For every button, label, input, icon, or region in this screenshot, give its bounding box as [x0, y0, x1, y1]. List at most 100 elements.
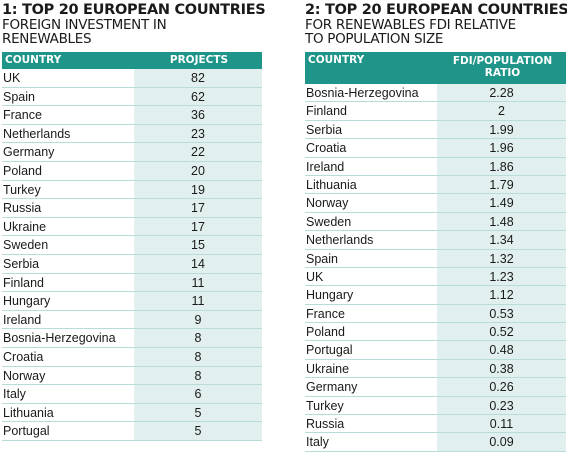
table-2-country-cell: Russia: [306, 417, 345, 432]
table-1-country-cell: Spain: [3, 89, 35, 104]
table-row: Hungary 11: [2, 292, 262, 311]
table-2-value-cell: 0.53: [437, 304, 566, 323]
table-2-value-cell: 1.12: [437, 286, 566, 304]
table-1-country-cell: Serbia: [3, 256, 40, 271]
table-2-country-cell: Ireland: [306, 159, 345, 174]
table-1-country-cell: Croatia: [3, 349, 44, 364]
table-row: Poland 20: [2, 161, 262, 181]
table-2-value-cell: 1.32: [437, 249, 566, 267]
table-row: UK 1.23: [305, 267, 566, 287]
table-row: Portugal 0.48: [305, 341, 566, 360]
table-1-country-cell: Norway: [3, 368, 46, 383]
table-1-country-cell: UK: [3, 71, 21, 85]
table-row: France 0.53: [305, 304, 566, 324]
table-1-value-cell: 14: [134, 254, 262, 273]
table-1-country-cell: Germany: [3, 145, 55, 160]
table-row: Netherlands 23: [2, 124, 262, 144]
table-1-subtitle-line-1: FOREIGN INVESTMENT IN: [2, 17, 167, 33]
table-1-value-cell: 82: [134, 69, 262, 87]
table-row: Netherlands 1.34: [305, 231, 566, 250]
table-2-country-cell: Norway: [306, 196, 349, 211]
table-row: Ireland 9: [2, 310, 262, 330]
table-1-value-cell: 8: [134, 347, 262, 366]
table-1-country-cell: Bosnia-Herzegovina: [3, 331, 116, 346]
table-row: Italy 0.09: [305, 433, 566, 452]
table-2-subtitle-line-2: TO POPULATION SIZE: [305, 31, 444, 47]
table-2-panel: 2: TOP 20 EUROPEAN COUNTRIES FOR RENEWAB…: [305, 2, 567, 452]
table-1-value-cell: 36: [134, 106, 262, 124]
table-row: Bosnia-Herzegovina 8: [2, 329, 262, 348]
table-1-value-cell: 9: [134, 310, 262, 329]
table-row: Ireland 1.86: [305, 157, 566, 176]
table-1-value-cell: 11: [134, 292, 262, 310]
table-2-country-cell: Spain: [306, 251, 338, 266]
table-row: Croatia 1.96: [305, 139, 566, 158]
table-2-country-cell: Serbia: [306, 122, 343, 137]
table-2-body: Bosnia-Herzegovina 2.28 Finland 2 Serbia 1.99…: [305, 84, 566, 452]
table-2-country-cell: France: [306, 306, 345, 321]
table-2-value-cell: 0.26: [437, 378, 566, 396]
table-row: France 36: [2, 106, 262, 125]
table-row: Lithuania 1.79: [305, 175, 566, 195]
table-2-value-cell: 0.23: [437, 396, 566, 415]
table-row: Spain 62: [2, 87, 262, 107]
table-1-country-cell: Ireland: [3, 312, 42, 327]
table-1-value-cell: 19: [134, 180, 262, 199]
table-2-value-cell: 0.38: [437, 359, 566, 378]
table-1-value-cell: 17: [134, 217, 262, 236]
table-2-title: 2: TOP 20 EUROPEAN COUNTRIES: [305, 2, 567, 18]
table-row: Finland 2: [305, 102, 566, 121]
table-2-ratio-header-line-2: RATIO: [484, 67, 521, 79]
table-row: Germany 0.26: [305, 378, 566, 397]
table-row: Ukraine 17: [2, 217, 262, 237]
table-1-country-cell: Finland: [3, 275, 44, 290]
table-2-country-cell: Germany: [306, 380, 358, 395]
table-1-value-cell: 22: [134, 143, 262, 161]
table-row: Italy 6: [2, 385, 262, 404]
table-2-value-cell: 1.86: [437, 157, 566, 175]
table-1-country-cell: Portugal: [3, 424, 50, 439]
table-1-title: 1: TOP 20 EUROPEAN COUNTRIES: [2, 2, 266, 18]
table-2-country-cell: Hungary: [306, 288, 354, 303]
table-row: Spain 1.32: [305, 249, 566, 268]
table-row: Bosnia-Herzegovina 2.28: [305, 84, 566, 103]
table-2-country-cell: Portugal: [306, 343, 353, 358]
table-1-subtitle-line-2: RENEWABLES: [2, 31, 92, 47]
table-2-value-cell: 0.52: [437, 323, 566, 341]
table-1-value-cell: 17: [134, 199, 262, 217]
table-2-country-cell: Croatia: [306, 141, 347, 156]
table-2-value-cell: 0.48: [437, 341, 566, 359]
table-2-value-cell: 1.23: [437, 267, 566, 286]
table-row: Croatia 8: [2, 347, 262, 367]
table-row: Turkey 0.23: [305, 396, 566, 416]
table-row: Norway 1.49: [305, 194, 566, 213]
table-1-country-cell: Italy: [3, 387, 26, 402]
table-2-value-cell: 1.96: [437, 139, 566, 157]
table-row: Poland 0.52: [305, 323, 566, 342]
table-row: Portugal 5: [2, 422, 262, 441]
table-1-panel: 1: TOP 20 EUROPEAN COUNTRIES FOREIGN INV…: [2, 2, 266, 441]
table-1-value-cell: 6: [134, 385, 262, 403]
table-2-country-cell: Ukraine: [306, 361, 350, 376]
table-1-country-cell: Netherlands: [3, 126, 71, 141]
table-row: Hungary 1.12: [305, 286, 566, 305]
table-1-country-cell: Sweden: [3, 238, 49, 253]
table-2-value-cell: 1.79: [437, 175, 566, 194]
table-row: Ukraine 0.38: [305, 359, 566, 379]
table-2-subtitle-line-1: FOR RENEWABLES FDI RELATIVE: [305, 17, 516, 33]
table-1-country-cell: Poland: [3, 163, 42, 178]
table-2-ratio-header-line-1: FDI/POPULATION: [452, 55, 553, 67]
table-2-country-cell: Poland: [306, 325, 345, 340]
table-1-projects-header: PROJECTS: [169, 54, 229, 66]
table-row: Germany 22: [2, 143, 262, 162]
table-2-titles: 2: TOP 20 EUROPEAN COUNTRIES FOR RENEWAB…: [305, 2, 567, 52]
table-2-country-cell: Sweden: [306, 214, 352, 229]
table-row: Russia 17: [2, 199, 262, 218]
table-1-value-cell: 5: [134, 403, 262, 422]
table-row: Lithuania 5: [2, 403, 262, 423]
table-1-country-cell: Turkey: [3, 182, 41, 197]
table-1-value-cell: 8: [134, 329, 262, 347]
table-1-country-cell: Russia: [3, 201, 42, 216]
table-row: Sweden 1.48: [305, 212, 566, 232]
table-1-body: UK 82 Spain 62 France 36 Netherlands 23 Germany 2…: [2, 69, 262, 441]
